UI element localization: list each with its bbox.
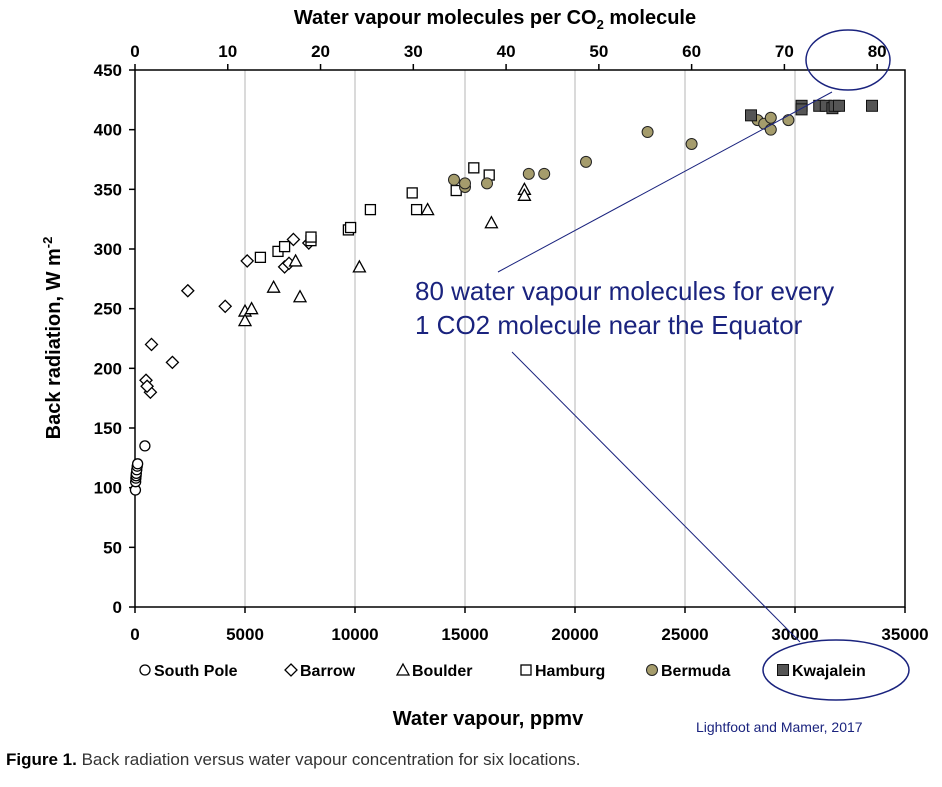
legend: South Pole Barrow Boulder Hamburg Bermuda Kwa… — [139, 662, 866, 680]
legend-marker-south-pole — [139, 664, 151, 676]
point-barrow — [286, 232, 301, 247]
y-tick-label: 200 — [94, 359, 122, 378]
scatter-chart: 0 5000 10000 15000 20000 25000 30000 35000 0 50 10… — [40, 7, 929, 735]
highlight-ellipse-kwajalein — [762, 639, 910, 701]
y-tick-label: 350 — [94, 180, 122, 199]
top-tick-label: 80 — [868, 42, 887, 61]
legend-label-bermuda: Bermuda — [661, 663, 730, 680]
point-barrow — [240, 254, 255, 268]
point-boulder — [517, 187, 532, 201]
y-tick-label: 50 — [103, 538, 122, 557]
figure-caption-text: Back radiation versus water vapour conce… — [76, 750, 581, 769]
point-kwajalein — [833, 99, 845, 112]
annotation-pointer-bottom — [511, 351, 801, 643]
legend-label-barrow: Barrow — [300, 663, 356, 680]
y-tick-label: 300 — [94, 240, 122, 259]
x-tick-label: 30000 — [771, 625, 818, 644]
point-hamburg — [305, 231, 317, 243]
point-boulder — [352, 259, 367, 273]
point-south-pole — [131, 458, 144, 470]
point-boulder — [288, 253, 303, 267]
legend-label-hamburg: Hamburg — [535, 663, 605, 680]
legend-marker-bermuda — [646, 664, 658, 676]
annotation-line-2: 1 CO2 molecule near the Equator — [415, 310, 803, 340]
x-tick-label: 5000 — [226, 625, 264, 644]
point-bermuda — [764, 123, 777, 136]
plot-frame — [134, 69, 906, 608]
point-bermuda — [782, 114, 795, 127]
x-tick-label: 0 — [130, 625, 139, 644]
point-barrow — [165, 355, 180, 370]
top-tick-label: 0 — [130, 42, 139, 61]
point-bermuda — [522, 167, 535, 180]
point-bermuda — [459, 177, 471, 190]
legend-label-boulder: Boulder — [412, 663, 472, 680]
legend-marker-hamburg — [520, 664, 532, 676]
x-tick-label: 35000 — [881, 625, 928, 644]
point-bermuda — [448, 173, 460, 186]
axis-ticks: 0 5000 10000 15000 20000 25000 30000 35000 0 50 10… — [94, 42, 929, 644]
point-south-pole — [139, 440, 151, 452]
point-bermuda — [641, 126, 654, 139]
point-hamburg — [254, 251, 267, 264]
point-barrow — [180, 283, 195, 298]
y-axis-title: Back radiation, W m-2 — [40, 237, 65, 440]
figure-label: Figure 1. — [6, 750, 77, 769]
point-hamburg — [468, 162, 480, 174]
annotation-pointer-top — [497, 91, 833, 273]
highlight-ellipse-80 — [805, 29, 891, 91]
credit-label: Lightfoot and Mamer, 2017 — [696, 719, 863, 735]
y-tick-label: 150 — [94, 419, 122, 438]
top-tick-label: 30 — [404, 42, 423, 61]
legend-marker-boulder — [395, 662, 411, 676]
y-tick-label: 450 — [94, 61, 122, 80]
figure-caption: Figure 1. Back radiation versus water va… — [6, 750, 581, 770]
legend-label-south-pole: South Pole — [154, 663, 238, 680]
y-tick-label: 250 — [94, 300, 122, 319]
y-tick-label: 100 — [94, 479, 122, 498]
point-boulder — [244, 301, 259, 315]
legend-marker-kwajalein — [777, 664, 789, 676]
x-tick-label: 15000 — [441, 625, 488, 644]
point-boulder — [237, 313, 253, 327]
top-tick-label: 60 — [682, 42, 701, 61]
top-tick-label: 70 — [775, 42, 794, 61]
y-tick-label: 0 — [113, 598, 122, 617]
point-bermuda — [764, 111, 777, 124]
point-boulder — [292, 289, 308, 303]
x-tick-label: 25000 — [661, 625, 708, 644]
point-bermuda — [481, 177, 493, 190]
top-tick-label: 40 — [497, 42, 516, 61]
point-kwajalein — [745, 109, 757, 122]
point-barrow — [218, 299, 233, 314]
annotation-line-1: 80 water vapour molecules for every — [415, 276, 834, 306]
point-hamburg — [344, 221, 357, 234]
grid-lines — [244, 70, 796, 607]
legend-label-kwajalein: Kwajalein — [792, 663, 866, 680]
point-bermuda — [685, 137, 698, 150]
point-boulder — [266, 279, 281, 293]
point-kwajalein — [795, 103, 808, 116]
top-tick-label: 20 — [311, 42, 330, 61]
data-points — [129, 99, 878, 496]
x-tick-label: 20000 — [551, 625, 598, 644]
y-tick-label: 400 — [94, 121, 122, 140]
point-boulder — [420, 202, 435, 216]
point-kwajalein — [866, 99, 878, 112]
point-barrow — [144, 337, 159, 352]
point-bermuda — [580, 155, 592, 168]
x-axis-title: Water vapour, ppmv — [393, 708, 584, 730]
point-barrow — [140, 379, 155, 394]
top-axis-title: Water vapour molecules per CO2 molecule — [294, 7, 696, 32]
point-boulder — [484, 215, 499, 229]
point-hamburg — [410, 203, 423, 216]
point-hamburg — [364, 203, 377, 216]
point-hamburg — [406, 187, 418, 199]
top-tick-label: 50 — [589, 42, 608, 61]
point-bermuda — [538, 167, 551, 180]
x-tick-label: 10000 — [331, 625, 378, 644]
legend-marker-barrow — [284, 663, 298, 677]
top-tick-label: 10 — [218, 42, 237, 61]
point-hamburg — [278, 240, 291, 253]
